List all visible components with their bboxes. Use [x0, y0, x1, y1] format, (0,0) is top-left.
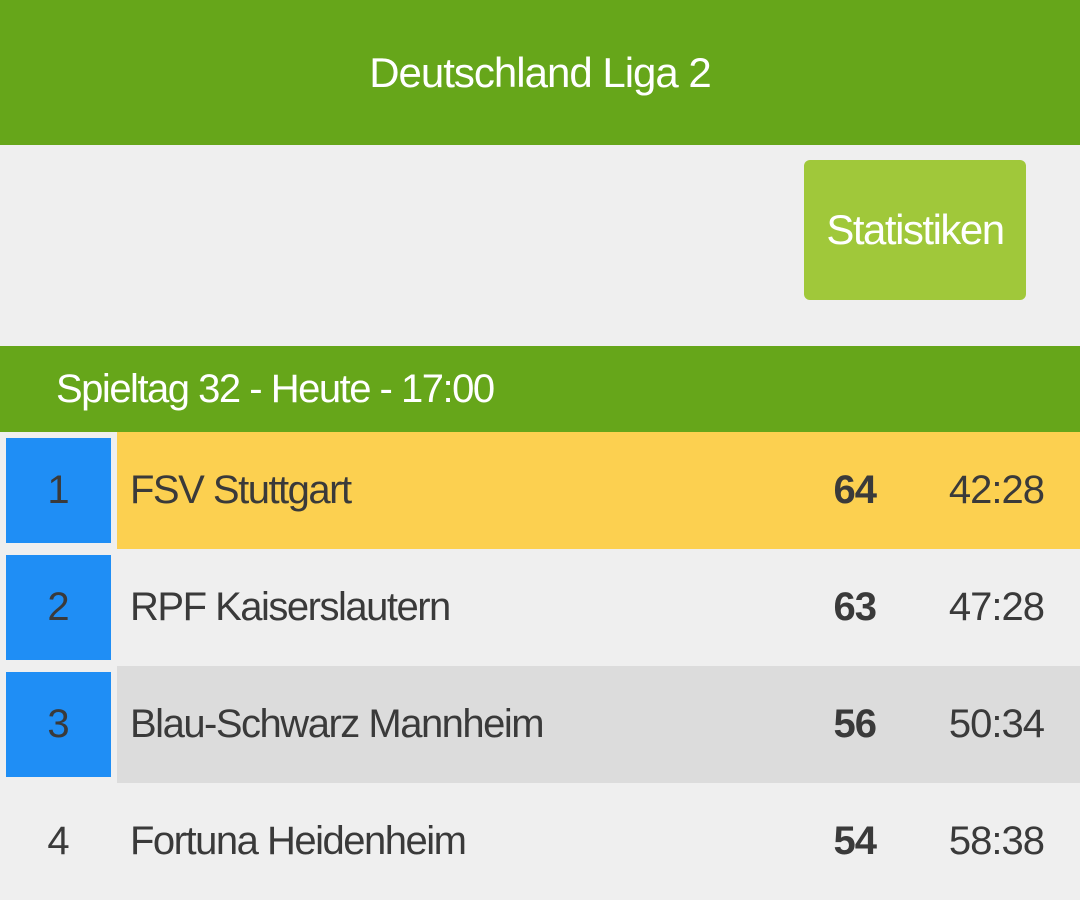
team-name: Blau-Schwarz Mannheim [130, 702, 545, 746]
rank-badge: 4 [47, 819, 70, 863]
team-name: Fortuna Heidenheim [130, 819, 467, 863]
row-background [117, 783, 1080, 900]
rank-badge: 2 [6, 555, 111, 660]
matchday-label: Spieltag 32 - Heute - 17:00 [56, 366, 495, 411]
team-goals: 47:28 [948, 585, 1045, 629]
rank-badge: 1 [6, 438, 111, 543]
team-goals: 50:34 [948, 702, 1045, 746]
team-points: 63 [833, 585, 878, 629]
league-title: Deutschland Liga 2 [369, 48, 712, 96]
team-goals: 58:38 [948, 819, 1045, 863]
team-points: 64 [833, 468, 878, 512]
row-highlight [117, 432, 1080, 549]
team-goals: 42:28 [948, 468, 1045, 512]
statistics-button[interactable]: Statistiken [804, 160, 1026, 300]
row-background [117, 666, 1080, 783]
table-row[interactable]: 4 Fortuna Heidenheim 54 58:38 [0, 783, 1080, 900]
table-row[interactable]: 3 Blau-Schwarz Mannheim 56 50:34 [0, 666, 1080, 783]
team-points: 56 [833, 702, 878, 746]
team-name: FSV Stuttgart [130, 468, 352, 512]
table-row[interactable]: 2 RPF Kaiserslautern 63 47:28 [0, 549, 1080, 666]
standings-table: 1 FSV Stuttgart 64 42:28 2 RPF Kaisersla… [0, 432, 1080, 900]
table-row[interactable]: 1 FSV Stuttgart 64 42:28 [0, 432, 1080, 549]
app-header: Deutschland Liga 2 [0, 0, 1080, 145]
team-name: RPF Kaiserslautern [130, 585, 451, 629]
matchday-banner: Spieltag 32 - Heute - 17:00 [0, 346, 1080, 432]
statistics-button-label: Statistiken [826, 206, 1005, 253]
rank-badge: 3 [6, 672, 111, 777]
row-background [117, 549, 1080, 666]
team-points: 54 [833, 819, 878, 863]
